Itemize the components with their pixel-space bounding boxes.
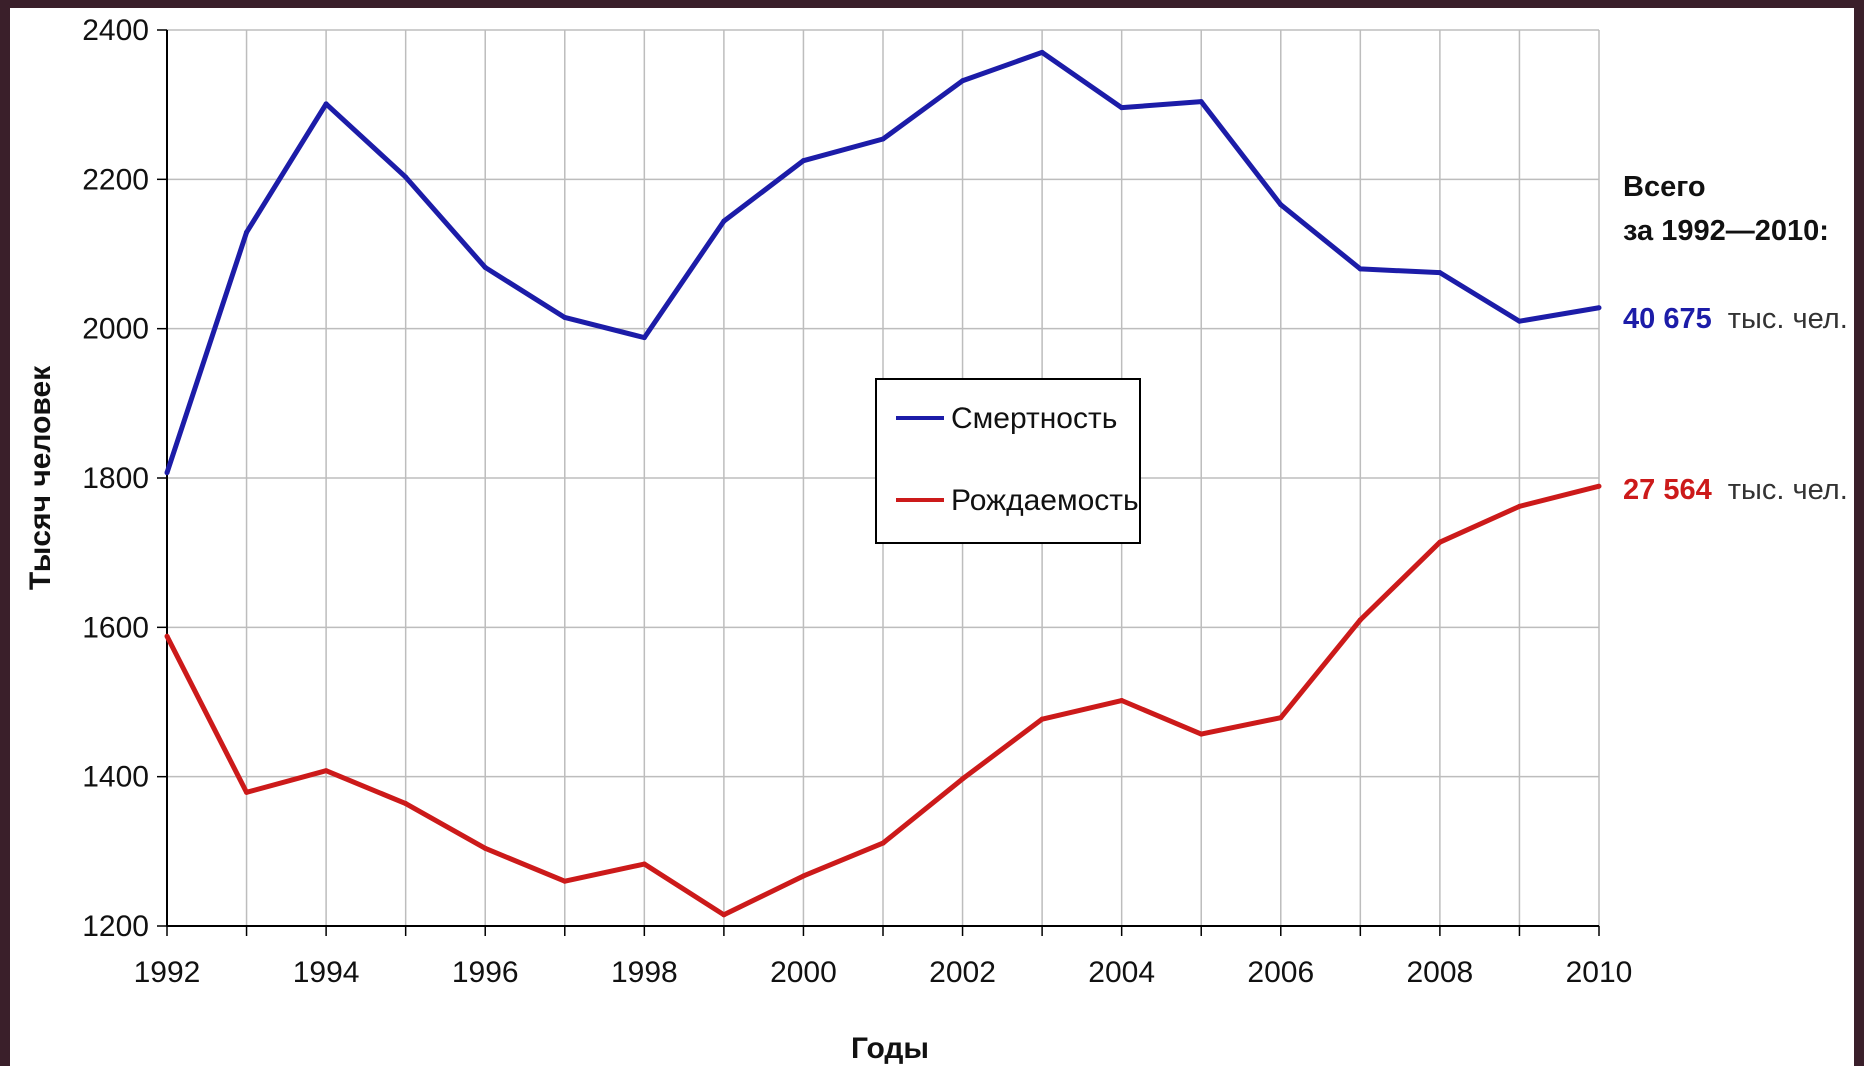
- data-point-births: [880, 840, 886, 846]
- data-point-deaths: [244, 229, 250, 235]
- tick-labels: 1200 1400 1600 1800 2000 2200 2400 1992 1994 1996…: [82, 14, 1632, 989]
- x-tick-label: 1992: [134, 956, 201, 989]
- summary-heading-line2: за 1992—2010:: [1623, 215, 1829, 247]
- data-point-births: [1119, 698, 1125, 704]
- data-point-deaths: [1596, 305, 1602, 311]
- data-point-deaths: [1278, 202, 1284, 208]
- y-tick-label: 1400: [82, 761, 149, 794]
- x-tick-label: 1998: [611, 956, 678, 989]
- data-point-births: [960, 776, 966, 782]
- data-point-deaths: [1437, 270, 1443, 276]
- data-point-births: [1437, 539, 1443, 545]
- data-point-deaths: [800, 158, 806, 164]
- deaths-total-value: 40 675: [1623, 303, 1712, 335]
- data-point-deaths: [1198, 99, 1204, 105]
- data-point-births: [1596, 483, 1602, 489]
- chart-frame: 1200 1400 1600 1800 2000 2200 2400 1992 1994 1996…: [10, 8, 1854, 1066]
- data-point-deaths: [323, 101, 329, 107]
- data-point-births: [800, 873, 806, 879]
- y-tick-label: 1200: [82, 910, 149, 943]
- x-tick-label: 2010: [1566, 956, 1633, 989]
- x-tick-label: 2006: [1247, 956, 1314, 989]
- x-tick-label: 2008: [1407, 956, 1474, 989]
- y-tick-label: 2200: [82, 163, 149, 196]
- legend-label-deaths: Смертность: [951, 402, 1117, 435]
- data-point-deaths: [164, 470, 170, 476]
- x-tick-label: 2002: [929, 956, 996, 989]
- data-point-deaths: [880, 136, 886, 142]
- deaths-total-line: 40 675 тыс. чел.: [1623, 303, 1848, 335]
- y-tick-label: 2000: [82, 313, 149, 346]
- y-tick-label: 1800: [82, 462, 149, 495]
- data-point-deaths: [1516, 318, 1522, 324]
- data-point-births: [403, 801, 409, 807]
- data-point-deaths: [721, 218, 727, 224]
- data-point-deaths: [641, 335, 647, 341]
- data-point-births: [1357, 617, 1363, 623]
- y-axis-title: Тысяч человек: [24, 365, 57, 590]
- births-total-unit: тыс. чел.: [1728, 474, 1848, 506]
- births-total-line: 27 564 тыс. чел.: [1623, 474, 1848, 506]
- y-tick-label: 2400: [82, 14, 149, 47]
- x-tick-label: 1996: [452, 956, 519, 989]
- data-point-deaths: [960, 78, 966, 84]
- y-tick-label: 1600: [82, 611, 149, 644]
- data-point-births: [1039, 716, 1045, 722]
- summary-panel: Всего за 1992—2010: 40 675 тыс. чел. 27 …: [1623, 171, 1848, 506]
- deaths-total-unit: тыс. чел.: [1728, 303, 1848, 335]
- data-point-births: [1516, 503, 1522, 509]
- data-point-deaths: [482, 264, 488, 270]
- x-tick-label: 1994: [293, 956, 360, 989]
- x-tick-label: 2000: [770, 956, 837, 989]
- data-point-births: [164, 633, 170, 639]
- data-point-deaths: [562, 314, 568, 320]
- line-chart: 1200 1400 1600 1800 2000 2200 2400 1992 1994 1996…: [24, 14, 1848, 1065]
- data-point-deaths: [403, 174, 409, 180]
- data-point-births: [323, 768, 329, 774]
- data-point-births: [482, 845, 488, 851]
- data-point-deaths: [1357, 266, 1363, 272]
- data-point-births: [641, 861, 647, 867]
- legend: Смертность Рождаемость: [875, 378, 1141, 544]
- data-point-deaths: [1039, 49, 1045, 55]
- x-axis-title: Годы: [851, 1032, 929, 1065]
- x-tick-label: 2004: [1088, 956, 1155, 989]
- data-point-births: [244, 789, 250, 795]
- data-point-births: [1198, 731, 1204, 737]
- axes: [157, 29, 1600, 936]
- series-lines: [164, 49, 1602, 918]
- data-point-deaths: [1119, 105, 1125, 111]
- legend-box: [875, 378, 1141, 544]
- births-total-value: 27 564: [1623, 474, 1712, 506]
- summary-heading-line1: Всего: [1623, 171, 1706, 203]
- data-point-births: [721, 912, 727, 918]
- data-point-births: [562, 878, 568, 884]
- data-point-births: [1278, 715, 1284, 721]
- legend-label-births: Рождаемость: [951, 484, 1139, 517]
